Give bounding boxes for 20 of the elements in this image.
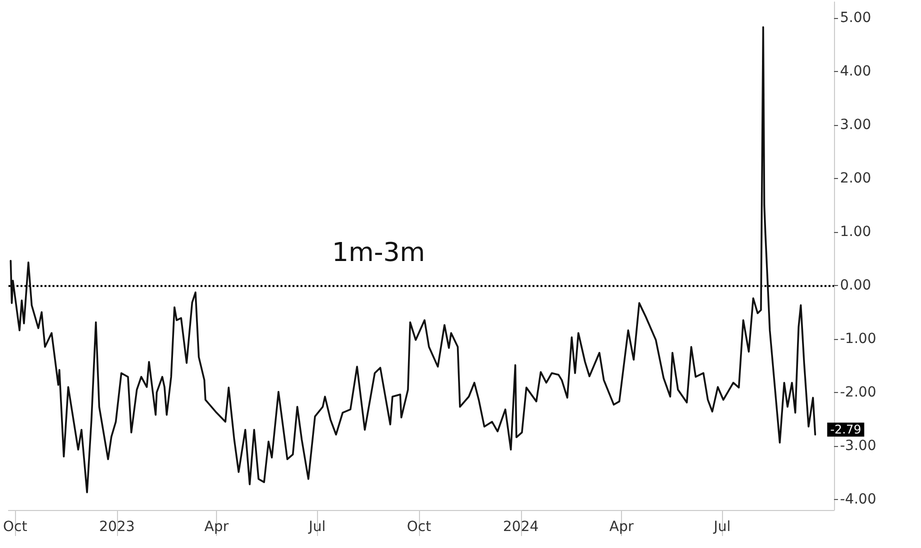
x-tick-label: Jul <box>308 519 326 535</box>
y-tick-label: 4.00 <box>840 64 872 80</box>
y-tick-label: -1.00 <box>840 330 876 347</box>
x-tick-label: 2023 <box>99 519 135 535</box>
x-tick-label: Oct <box>406 519 432 535</box>
x-tick-label: Apr <box>609 519 634 535</box>
y-tick-label: 1.00 <box>840 224 872 240</box>
annotation: 1m-3m <box>332 238 426 268</box>
y-tick-label: 0.00 <box>840 277 872 294</box>
y-tick-label: 3.00 <box>840 116 872 133</box>
x-tick-label: 2024 <box>503 519 539 535</box>
x-tick-label: Oct <box>2 519 28 535</box>
x-tick-label: Jul <box>712 519 731 535</box>
y-tick-label: -3.00 <box>840 438 876 454</box>
y-tick-label: -4.00 <box>840 491 876 508</box>
y-tick-label: 2.00 <box>840 170 872 186</box>
data-label: -2.79 <box>830 422 862 437</box>
x-tick-label: Apr <box>204 519 229 535</box>
y-tick-label: -2.00 <box>840 384 876 400</box>
y-tick-label: 5.00 <box>840 10 872 26</box>
